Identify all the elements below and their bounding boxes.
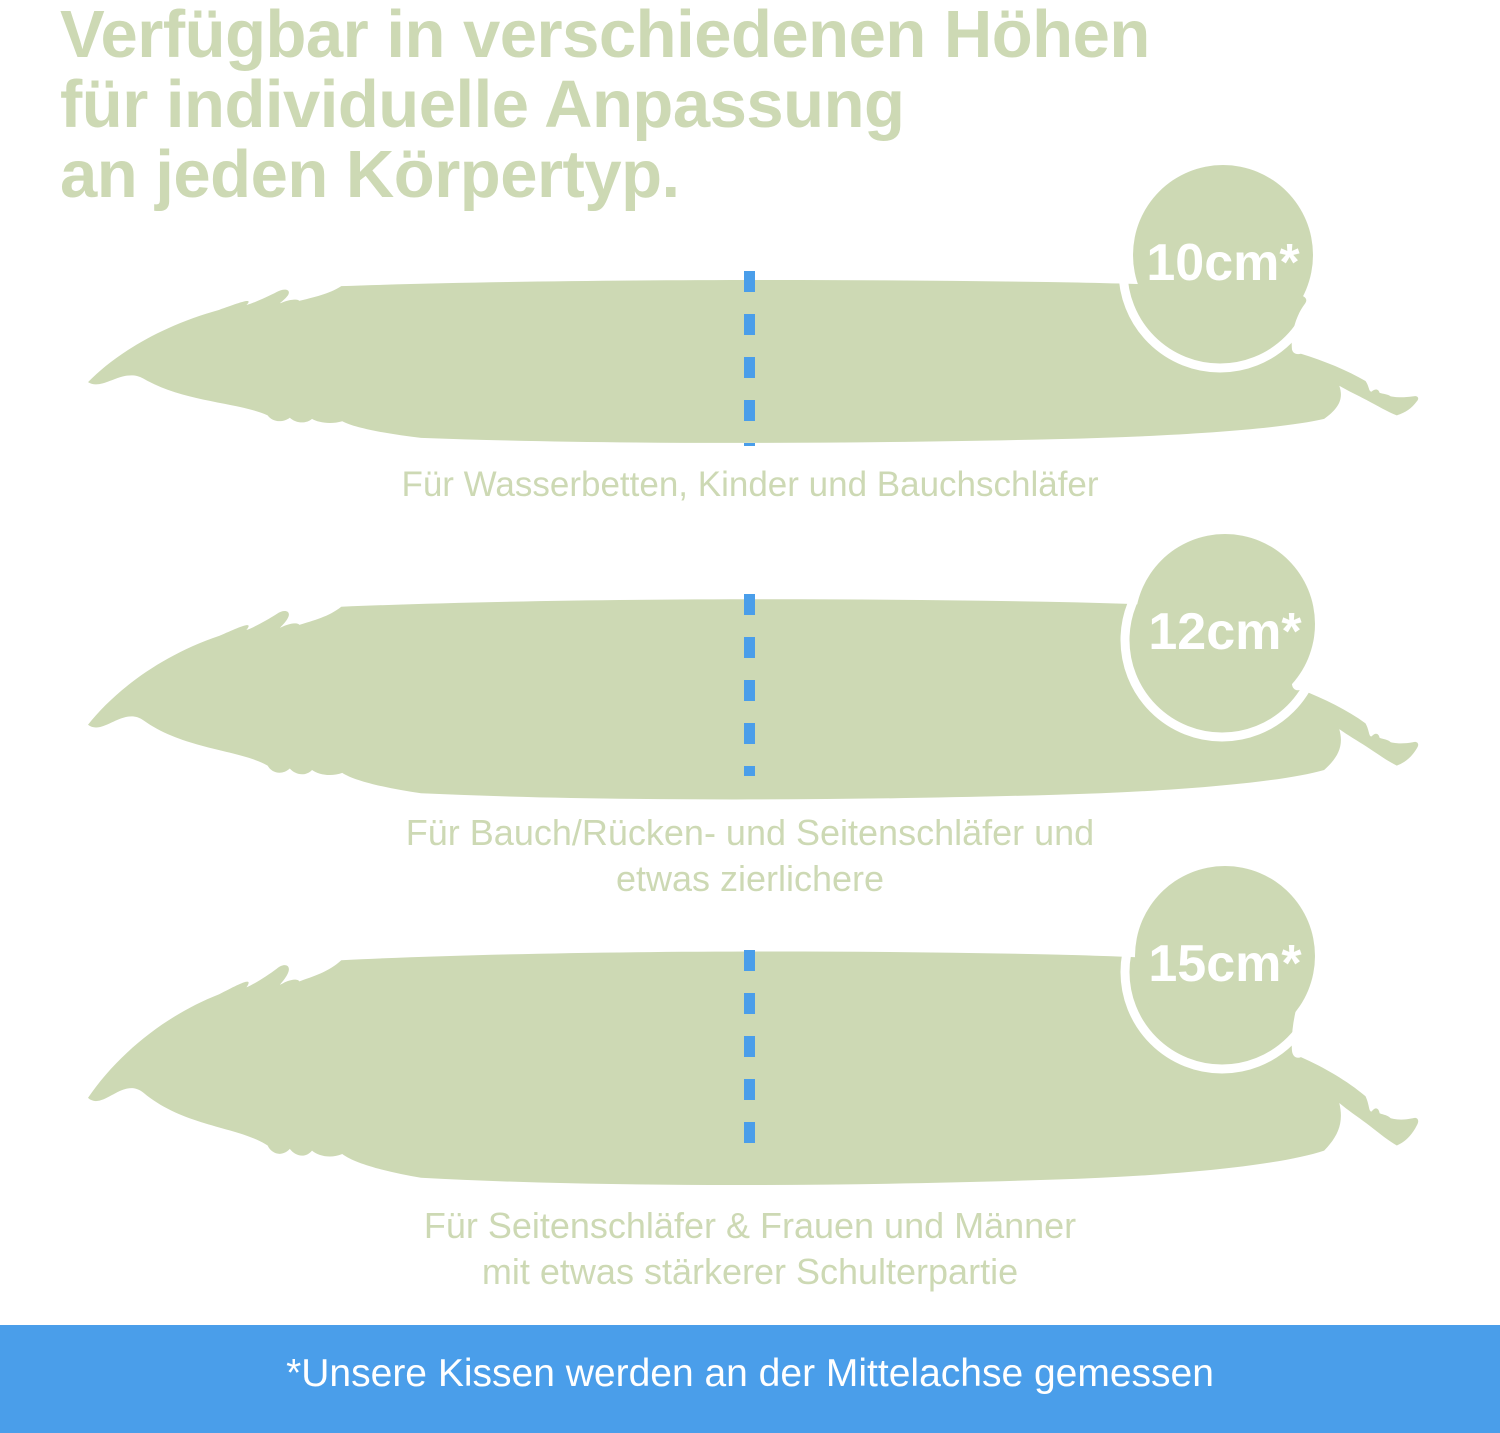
svg-text:15cm*: 15cm* xyxy=(1148,935,1302,993)
